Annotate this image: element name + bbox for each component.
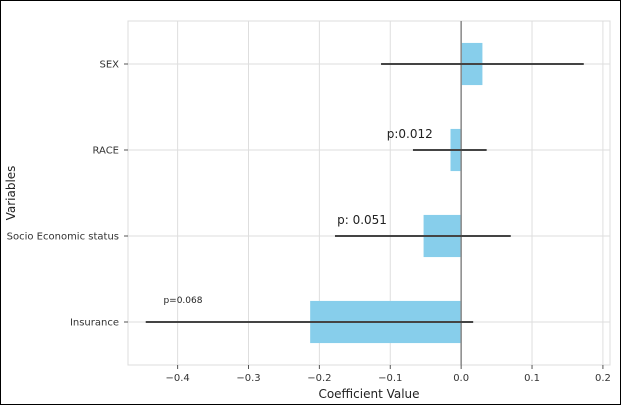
p-value-annotation: p: 0.051 xyxy=(337,213,387,227)
p-value-annotation: p=0.068 xyxy=(163,296,202,306)
y-tick-label: Insurance xyxy=(70,318,119,329)
x-tick-label: 0.2 xyxy=(595,373,611,384)
x-axis-label: Coefficient Value xyxy=(318,387,419,401)
x-tick-label: −0.1 xyxy=(378,373,402,384)
y-tick-label: RACE xyxy=(92,146,119,157)
x-tick-label: 0.0 xyxy=(453,373,469,384)
x-tick-label: −0.3 xyxy=(236,373,260,384)
x-tick-label: 0.1 xyxy=(524,373,540,384)
x-tick-label: −0.2 xyxy=(307,373,331,384)
p-value-annotation: p:0.012 xyxy=(387,127,433,141)
y-axis-label: Variables xyxy=(4,166,18,221)
y-tick-label: SEX xyxy=(99,60,119,71)
x-tick-label: −0.4 xyxy=(165,373,189,384)
y-tick-label: Socio Economic status xyxy=(7,232,119,243)
